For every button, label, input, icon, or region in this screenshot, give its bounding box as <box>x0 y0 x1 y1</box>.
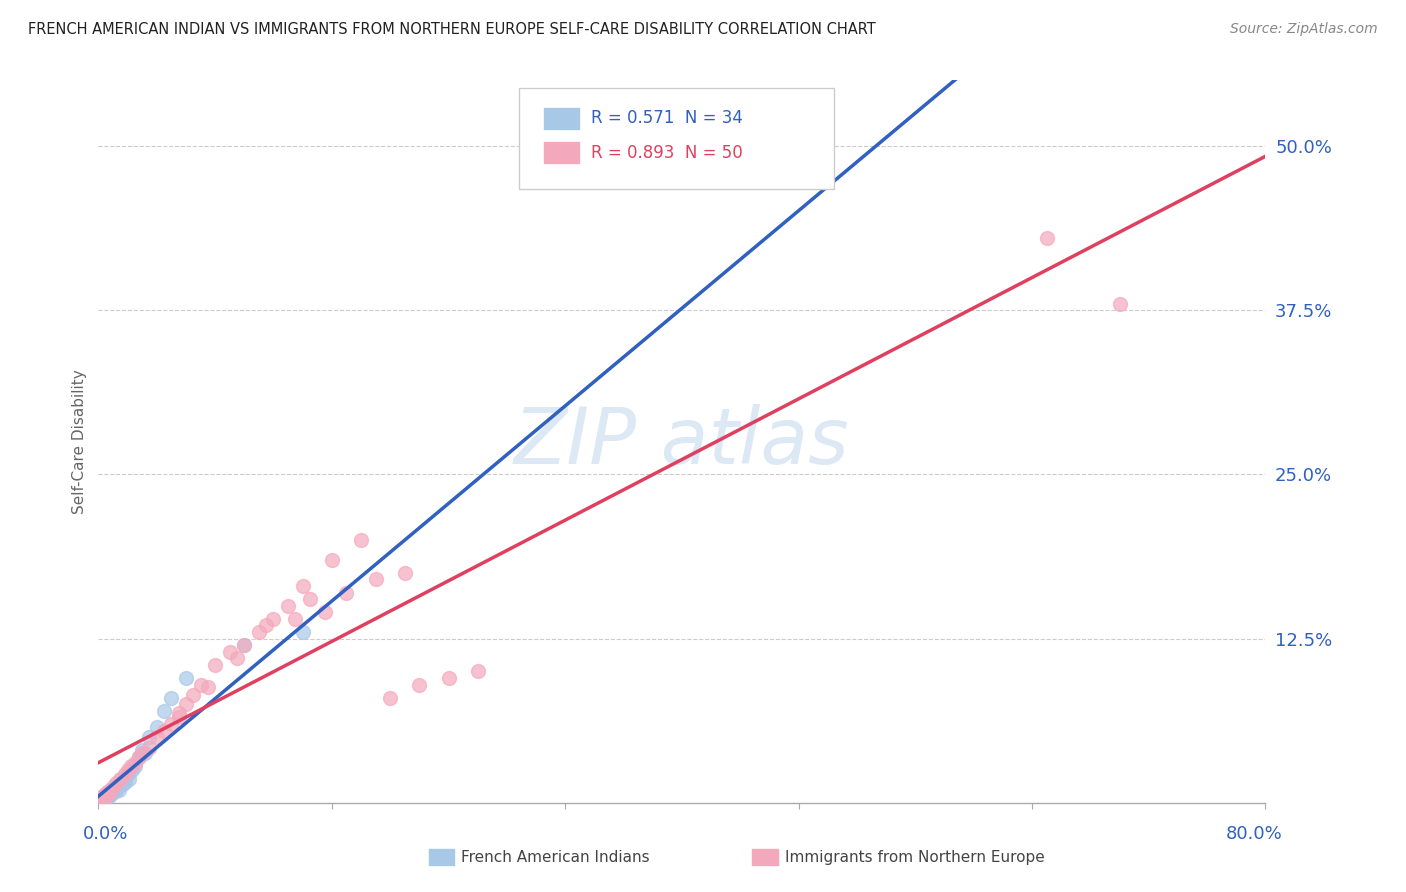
FancyBboxPatch shape <box>544 108 579 129</box>
Point <box>167 710 190 724</box>
Point <box>160 690 183 705</box>
Point <box>138 730 160 744</box>
Text: R = 0.893  N = 50: R = 0.893 N = 50 <box>591 144 742 161</box>
Point <box>298 592 321 607</box>
Point <box>226 651 249 665</box>
Point <box>380 690 402 705</box>
Point <box>98 782 121 797</box>
Point <box>91 790 114 805</box>
Point <box>138 740 160 755</box>
Point <box>167 706 190 721</box>
Text: 0.0%: 0.0% <box>83 825 128 843</box>
Point <box>146 720 169 734</box>
Point <box>134 746 156 760</box>
Point <box>93 789 115 804</box>
Y-axis label: Self-Care Disability: Self-Care Disability <box>72 369 87 514</box>
Point <box>233 638 256 652</box>
Point <box>128 749 150 764</box>
Point <box>118 772 141 786</box>
Point <box>105 780 128 794</box>
Point <box>124 756 146 771</box>
Point <box>96 787 118 801</box>
Text: French American Indians: French American Indians <box>461 850 650 864</box>
Point <box>190 677 212 691</box>
Point <box>101 782 124 797</box>
Point <box>128 749 150 764</box>
Point <box>291 579 314 593</box>
Point <box>233 638 256 652</box>
Point <box>115 770 138 784</box>
Point <box>100 785 122 799</box>
Point <box>93 788 115 802</box>
Point <box>121 763 143 777</box>
Point <box>120 759 142 773</box>
FancyBboxPatch shape <box>519 87 834 189</box>
Point <box>98 788 121 802</box>
Point <box>91 789 114 804</box>
Point <box>181 688 204 702</box>
Point <box>117 763 139 777</box>
Point <box>284 612 307 626</box>
Point <box>110 772 132 786</box>
Point <box>114 767 136 781</box>
Point <box>131 743 153 757</box>
Point <box>89 793 111 807</box>
Point <box>247 625 270 640</box>
Point <box>94 790 117 805</box>
Text: ZIP atlas: ZIP atlas <box>515 403 849 480</box>
Point <box>174 698 197 712</box>
Point <box>153 704 176 718</box>
Text: R = 0.571  N = 34: R = 0.571 N = 34 <box>591 109 742 127</box>
Point <box>97 789 120 804</box>
Point <box>408 677 430 691</box>
Point <box>108 782 131 797</box>
Text: 80.0%: 80.0% <box>1226 825 1282 843</box>
Point <box>110 776 132 790</box>
Point <box>262 612 284 626</box>
Point <box>467 665 489 679</box>
Point <box>314 605 336 619</box>
Point <box>437 671 460 685</box>
Point <box>94 788 117 802</box>
Point <box>89 793 111 807</box>
Point <box>174 671 197 685</box>
Point <box>1035 231 1057 245</box>
Point <box>277 599 299 613</box>
Point <box>124 759 146 773</box>
Text: Source: ZipAtlas.com: Source: ZipAtlas.com <box>1230 22 1378 37</box>
Point <box>90 790 112 805</box>
Point <box>335 585 357 599</box>
Point <box>291 625 314 640</box>
Point <box>218 645 240 659</box>
Point <box>131 746 153 760</box>
Point <box>321 553 343 567</box>
Point <box>160 717 183 731</box>
Point <box>114 774 136 789</box>
Point <box>96 785 118 799</box>
Point <box>97 787 120 801</box>
Point <box>146 730 169 744</box>
Point <box>117 767 139 781</box>
Point <box>394 566 416 580</box>
FancyBboxPatch shape <box>544 142 579 163</box>
Point <box>197 680 219 694</box>
Point <box>204 657 226 672</box>
Point <box>350 533 373 547</box>
Point <box>1108 296 1130 310</box>
Point <box>254 618 277 632</box>
Text: Immigrants from Northern Europe: Immigrants from Northern Europe <box>785 850 1045 864</box>
Point <box>364 573 387 587</box>
Point <box>104 782 127 797</box>
Point <box>104 776 127 790</box>
Point <box>101 780 124 794</box>
Point <box>103 785 125 799</box>
Point <box>94 789 117 804</box>
Text: FRENCH AMERICAN INDIAN VS IMMIGRANTS FROM NORTHERN EUROPE SELF-CARE DISABILITY C: FRENCH AMERICAN INDIAN VS IMMIGRANTS FRO… <box>28 22 876 37</box>
Point <box>153 723 176 738</box>
Point <box>111 772 134 786</box>
Point <box>90 792 112 806</box>
Point <box>112 777 135 791</box>
